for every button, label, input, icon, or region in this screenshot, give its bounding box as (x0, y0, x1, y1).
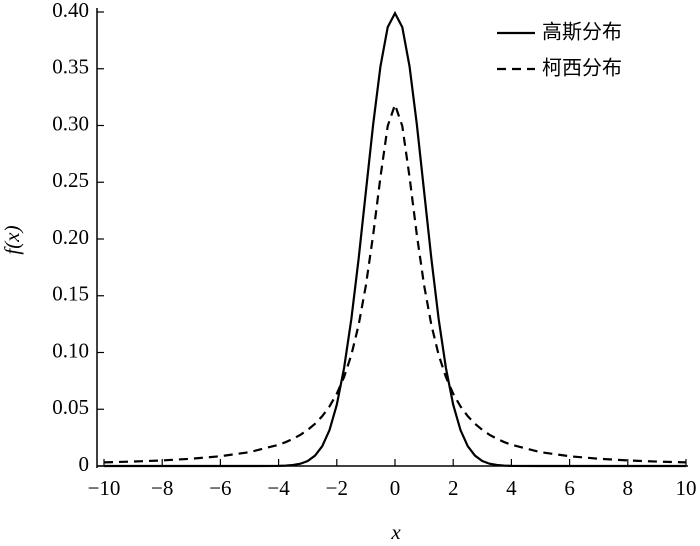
x-tick-label: 0 (390, 476, 401, 500)
x-tick-label: 4 (506, 476, 517, 500)
x-tick-label: −4 (267, 476, 290, 500)
y-axis-label: f(x) (0, 225, 24, 254)
x-tick-label: −6 (209, 476, 231, 500)
y-tick-label: 0.30 (52, 111, 89, 135)
legend-label: 柯西分布 (542, 56, 622, 80)
y-tick-label: 0.10 (52, 338, 89, 362)
x-tick-label: −2 (326, 476, 348, 500)
y-tick-label: 0.05 (52, 395, 89, 419)
series-line (104, 10, 686, 468)
x-tick-label: 8 (623, 476, 634, 500)
series-line (103, 101, 687, 464)
legend-label: 高斯分布 (542, 20, 622, 44)
x-axis-label: x (390, 520, 401, 544)
y-tick-label: 0.20 (52, 225, 89, 249)
y-tick-label: 0.25 (52, 168, 89, 192)
x-tick-label: −10 (88, 476, 121, 500)
y-tick-label: 0 (79, 452, 90, 476)
x-tick-label: 2 (448, 476, 459, 500)
x-tick-label: 10 (676, 476, 697, 500)
x-tick-label: 6 (564, 476, 575, 500)
y-tick-label: 0.40 (52, 0, 89, 22)
y-tick-label: 0.35 (52, 55, 89, 79)
y-tick-label: 0.15 (52, 282, 89, 306)
x-tick-label: −8 (151, 476, 173, 500)
